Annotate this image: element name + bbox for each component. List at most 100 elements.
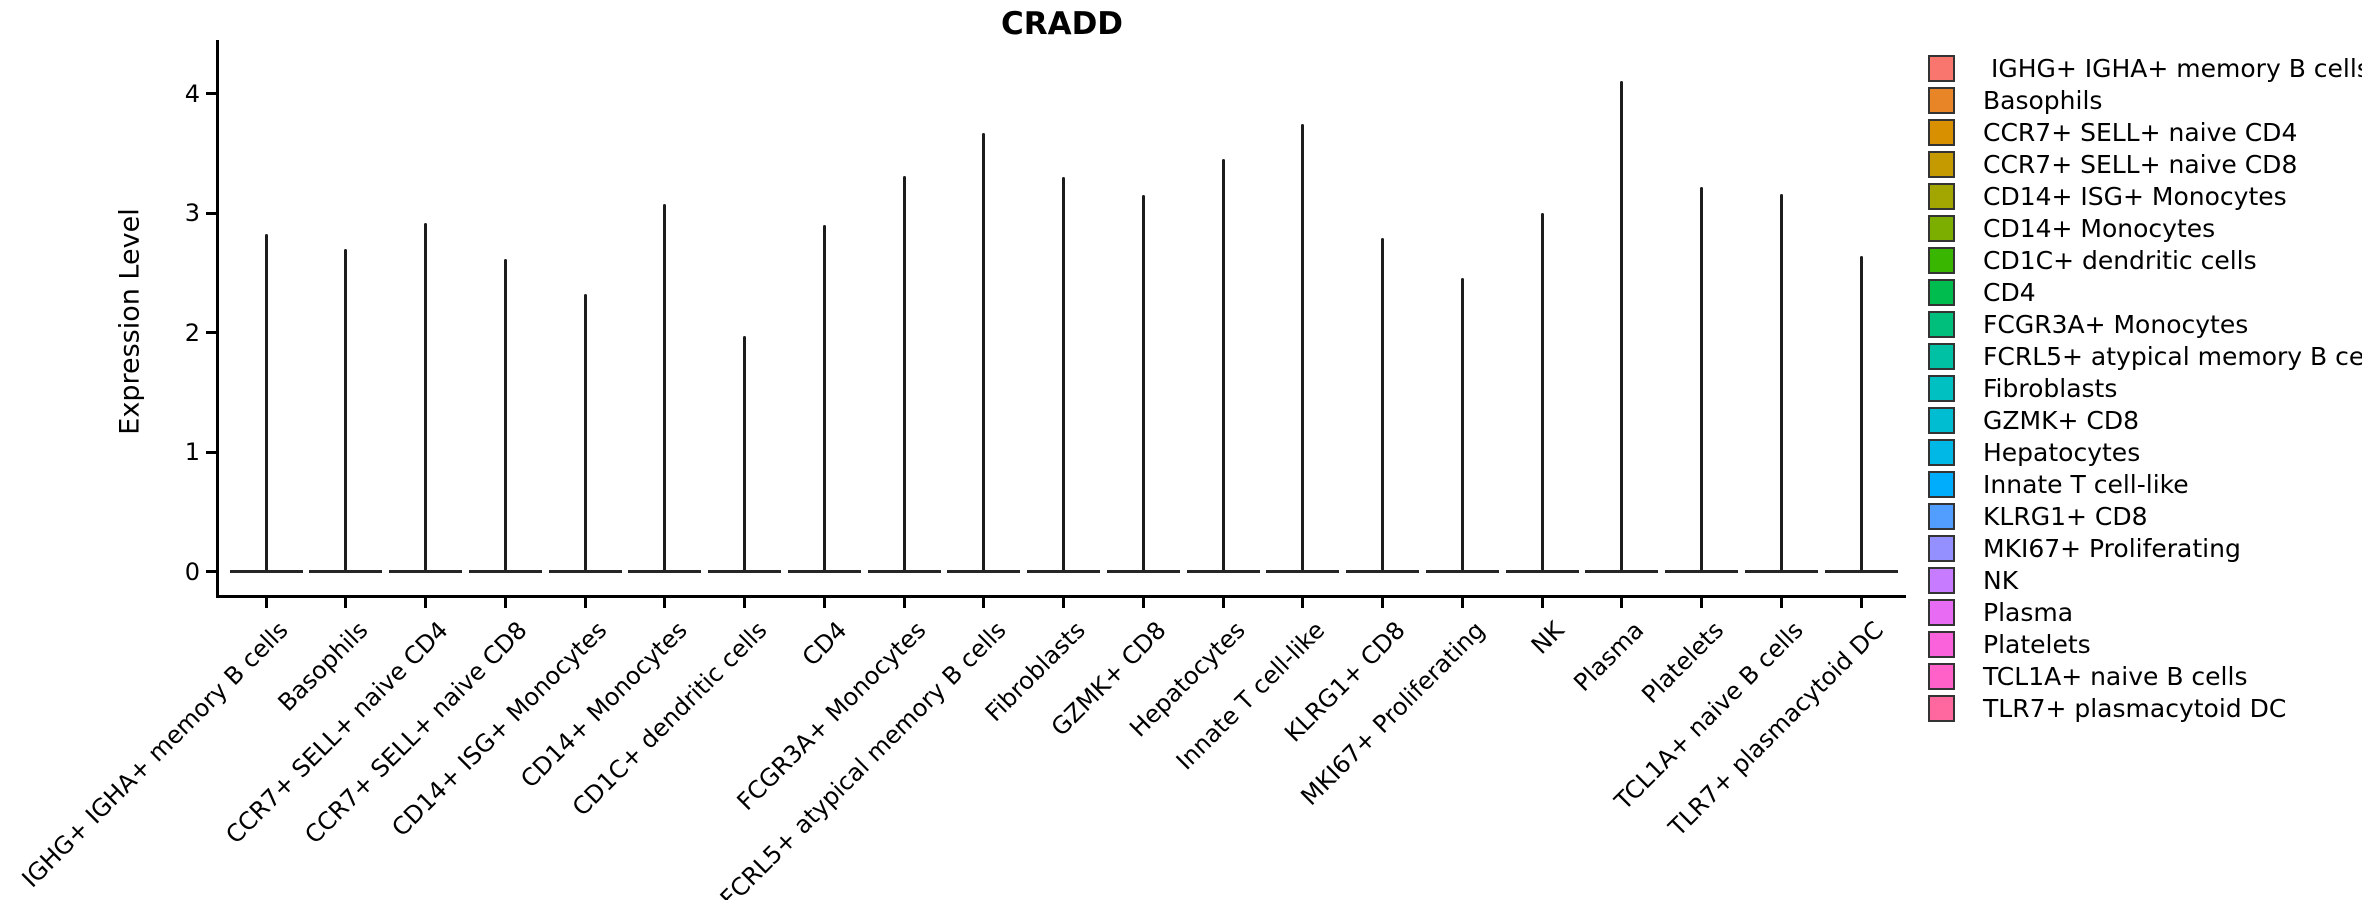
violin-spike <box>663 203 667 574</box>
legend-label: CD4 <box>1983 277 2036 307</box>
y-tick-mark <box>206 211 216 215</box>
x-tick-mark <box>1540 598 1544 608</box>
legend-label: CD14+ Monocytes <box>1983 213 2216 243</box>
legend-color-swatch <box>1928 502 1955 530</box>
x-tick-mark <box>1221 598 1225 608</box>
violin-base <box>1266 570 1340 574</box>
x-tick-mark <box>1141 598 1145 608</box>
legend-label: Basophils <box>1983 85 2103 115</box>
violin-base <box>1027 570 1100 574</box>
legend-label: FCRL5+ atypical memory B cells <box>1983 341 2362 371</box>
violin-spike <box>424 222 427 574</box>
x-tick-mark <box>822 598 826 608</box>
y-tick-label: 4 <box>184 79 200 108</box>
x-axis-line <box>216 595 1906 598</box>
violin-base <box>1186 570 1260 574</box>
legend-label: Hepatocytes <box>1983 437 2141 467</box>
violin-spike <box>1859 256 1863 574</box>
violin-base <box>1425 570 1499 574</box>
legend-color-swatch <box>1928 534 1955 562</box>
violin-spike <box>583 294 587 574</box>
violin-spike <box>902 176 906 574</box>
legend-label: FCGR3A+ Monocytes <box>1983 309 2249 339</box>
y-tick-mark <box>206 331 216 335</box>
legend-color-swatch <box>1928 214 1955 242</box>
x-tick-mark <box>1301 598 1305 608</box>
violin-base <box>1585 570 1659 574</box>
legend-color-swatch <box>1928 630 1955 658</box>
legend-color-swatch <box>1928 310 1955 338</box>
x-tick-mark <box>663 598 667 608</box>
legend-label: Plasma <box>1983 597 2074 627</box>
y-tick-label: 0 <box>184 557 200 586</box>
x-tick-mark <box>743 598 746 608</box>
violin-base <box>867 570 941 574</box>
y-tick-label: 1 <box>184 438 200 467</box>
legend-color-swatch <box>1928 566 1955 594</box>
x-tick-mark <box>583 598 587 608</box>
legend-label: CD14+ ISG+ Monocytes <box>1983 181 2287 211</box>
x-axis-label: IGHG+ IGHA+ memory B cells <box>16 616 294 894</box>
legend-color-swatch <box>1928 406 1955 434</box>
legend-color-swatch <box>1928 54 1955 82</box>
violin-base <box>1824 570 1898 574</box>
y-tick-mark <box>206 92 216 96</box>
y-tick-label: 3 <box>184 199 200 228</box>
legend-label: CCR7+ SELL+ naive CD4 <box>1983 117 2298 147</box>
violin-spike <box>982 133 986 574</box>
x-tick-mark <box>982 598 986 608</box>
violin-base <box>1744 570 1818 574</box>
violin-base <box>1106 570 1180 574</box>
x-axis-label: CD4 <box>796 616 853 672</box>
violin-base <box>1665 570 1738 574</box>
legend-color-swatch <box>1928 182 1955 210</box>
violin-spike <box>264 233 268 574</box>
violin-spike <box>1062 177 1065 574</box>
legend-label: NK <box>1983 565 2019 595</box>
chart-title: CRADD <box>1000 6 1124 42</box>
legend-color-swatch <box>1928 342 1955 370</box>
y-axis-line <box>216 40 219 598</box>
legend-color-swatch <box>1928 438 1955 466</box>
x-axis-label: Innate T cell-like <box>1171 616 1331 776</box>
y-tick-mark <box>206 570 216 574</box>
legend-label: CCR7+ SELL+ naive CD8 <box>1983 149 2298 179</box>
legend-color-swatch <box>1928 118 1955 146</box>
legend-color-swatch <box>1928 246 1955 274</box>
violin-base <box>1346 570 1419 574</box>
legend-label: Platelets <box>1983 629 2091 659</box>
legend-label: IGHG+ IGHA+ memory B cells <box>1983 53 2362 83</box>
legend-label: TCL1A+ naive B cells <box>1983 661 2248 691</box>
violin-spike <box>344 249 348 574</box>
x-tick-mark <box>1062 598 1065 608</box>
violin-spike <box>1301 123 1305 574</box>
violin-base <box>787 570 861 574</box>
legend-color-swatch <box>1928 598 1955 626</box>
x-tick-mark <box>424 598 427 608</box>
legend-color-swatch <box>1928 694 1955 722</box>
legend-label: CD1C+ dendritic cells <box>1983 245 2257 275</box>
violin-base <box>548 570 622 574</box>
legend-color-swatch <box>1928 86 1955 114</box>
violin-base <box>229 570 303 574</box>
y-tick-label: 2 <box>184 318 200 347</box>
legend-color-swatch <box>1928 278 1955 306</box>
x-axis-label: Plasma <box>1568 616 1650 697</box>
violin-spike <box>1700 186 1703 574</box>
x-tick-mark <box>344 598 348 608</box>
violin-spike <box>1221 159 1225 574</box>
violin-base <box>309 570 383 574</box>
violin-base <box>947 570 1021 574</box>
legend-color-swatch <box>1928 662 1955 690</box>
violin-base <box>1505 570 1579 574</box>
x-tick-mark <box>1700 598 1703 608</box>
violin-spike <box>743 336 746 574</box>
x-tick-mark <box>503 598 507 608</box>
x-tick-mark <box>902 598 906 608</box>
x-tick-mark <box>1859 598 1863 608</box>
violin-base <box>389 570 462 574</box>
legend-color-swatch <box>1928 374 1955 402</box>
legend-label: TLR7+ plasmacytoid DC <box>1983 693 2287 723</box>
x-axis-label: FCRL5+ atypical memory B cells <box>714 616 1012 900</box>
legend-label: Fibroblasts <box>1983 373 2118 403</box>
